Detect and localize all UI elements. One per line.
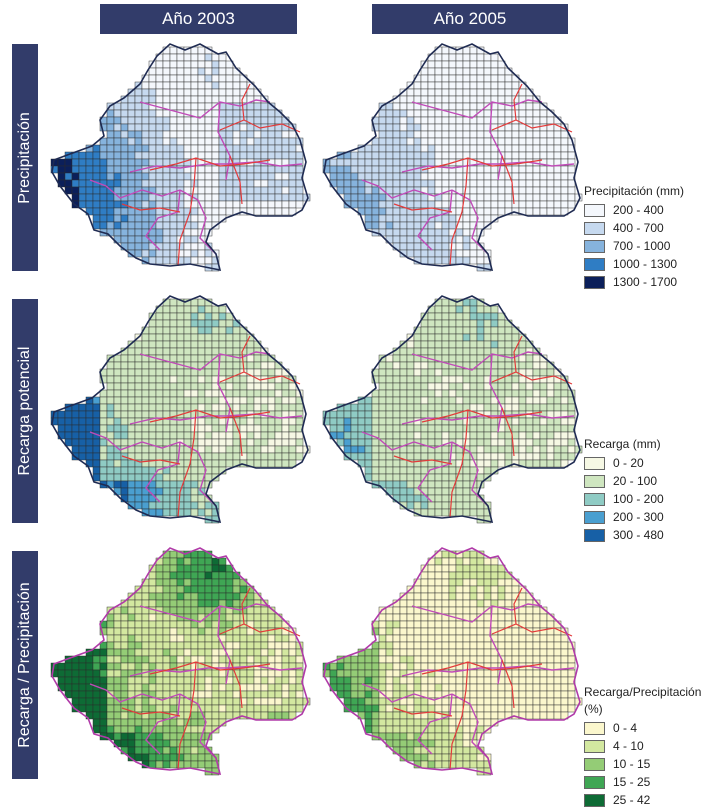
legend-swatch <box>584 203 605 217</box>
river-network <box>121 335 301 519</box>
legend-item: 0 - 20 <box>584 454 664 472</box>
river-network <box>393 587 573 771</box>
legend-title: Precipitación (mm) <box>584 184 685 198</box>
legend-item: 1300 - 1700 <box>584 273 684 291</box>
map-svg <box>322 43 583 272</box>
legend-item: 400 - 700 <box>584 219 684 237</box>
legend-swatch <box>584 275 605 289</box>
legend-item: 20 - 100 <box>584 472 664 490</box>
legend-item: 0 - 4 <box>584 719 701 737</box>
legend-label: 300 - 480 <box>613 528 664 542</box>
legend-swatch <box>584 510 605 524</box>
map-svg <box>322 547 583 776</box>
legend-swatch <box>584 793 605 807</box>
river-network <box>121 587 301 771</box>
basin-outline <box>323 295 581 524</box>
legend-subtitle: (%) <box>584 702 603 716</box>
raster-cells <box>50 298 311 524</box>
legend-label: 20 - 100 <box>613 474 658 488</box>
basin-outline <box>51 547 309 776</box>
river-network <box>393 335 573 519</box>
legend-title: Recarga (mm) <box>584 437 661 451</box>
header-year-2003: Año 2003 <box>100 4 297 34</box>
legend-label: 15 - 25 <box>613 775 651 789</box>
legend-item: 700 - 1000 <box>584 237 684 255</box>
map-svg <box>322 295 583 524</box>
legend-swatch <box>584 721 605 735</box>
legend-swatch <box>584 492 605 506</box>
legend-item: 10 - 15 <box>584 755 701 773</box>
row-label-precipitacion: Precipitación <box>12 44 38 271</box>
legend-label: 100 - 200 <box>613 492 664 506</box>
legend-label: 1000 - 1300 <box>613 257 678 271</box>
map-svg <box>50 43 311 272</box>
map-precipitation-2003 <box>30 40 316 272</box>
legend-label: 400 - 700 <box>613 221 664 235</box>
legend-item: 4 - 10 <box>584 737 701 755</box>
legend-label: 0 - 4 <box>613 721 638 735</box>
legend-label: 10 - 15 <box>613 757 651 771</box>
legend-item: 100 - 200 <box>584 490 664 508</box>
legend-recharge: Recarga (mm) 0 - 20 20 - 100 100 - 200 2… <box>584 437 664 544</box>
legend-swatch <box>584 775 605 789</box>
legend-label: 200 - 400 <box>613 203 664 217</box>
legend-swatch <box>584 257 605 271</box>
legend-ratio: Recarga/Precipitación (%) 0 - 4 4 - 10 1… <box>584 685 701 809</box>
legend-label: 25 - 42 <box>613 793 651 807</box>
legend-item: 200 - 300 <box>584 508 664 526</box>
legend-label: 4 - 10 <box>613 739 644 753</box>
legend-swatch <box>584 757 605 771</box>
subbasin-boundaries <box>361 351 575 507</box>
subbasin-boundaries <box>89 603 303 759</box>
legend-swatch <box>584 239 605 253</box>
raster-cells <box>322 550 583 776</box>
map-recharge-2003 <box>30 292 316 524</box>
legend-swatch <box>584 528 605 542</box>
map-ratio-2003 <box>30 544 316 776</box>
header-year-2005: Año 2005 <box>372 4 568 34</box>
legend-item: 200 - 400 <box>584 201 684 219</box>
row-label-ratio: Recarga / Precipitación <box>12 551 38 779</box>
legend-item: 1000 - 1300 <box>584 255 684 273</box>
legend-swatch <box>584 474 605 488</box>
legend-swatch <box>584 221 605 235</box>
map-ratio-2005 <box>302 544 588 776</box>
legend-label: 0 - 20 <box>613 456 644 470</box>
row-label-recarga: Recarga potencial <box>12 299 38 523</box>
legend-label: 200 - 300 <box>613 510 664 524</box>
map-precipitation-2005 <box>302 40 588 272</box>
legend-title: Recarga/Precipitación <box>584 685 702 699</box>
basin-outline <box>323 547 581 776</box>
legend-label: 1300 - 1700 <box>613 275 678 289</box>
basin-outline <box>51 295 309 524</box>
legend-label: 700 - 1000 <box>613 239 671 253</box>
basin-outline <box>51 43 309 272</box>
subbasin-boundaries <box>361 603 575 759</box>
legend-precipitation: Precipitación (mm) 200 - 400 400 - 700 7… <box>584 184 684 291</box>
river-network <box>121 83 301 267</box>
map-svg <box>50 295 311 524</box>
river-network <box>393 83 573 267</box>
legend-item: 15 - 25 <box>584 773 701 791</box>
basin-outline <box>323 43 581 272</box>
legend-item: 300 - 480 <box>584 526 664 544</box>
legend-swatch <box>584 456 605 470</box>
legend-swatch <box>584 739 605 753</box>
map-recharge-2005 <box>302 292 588 524</box>
legend-item: 25 - 42 <box>584 791 701 809</box>
map-svg <box>50 547 311 776</box>
